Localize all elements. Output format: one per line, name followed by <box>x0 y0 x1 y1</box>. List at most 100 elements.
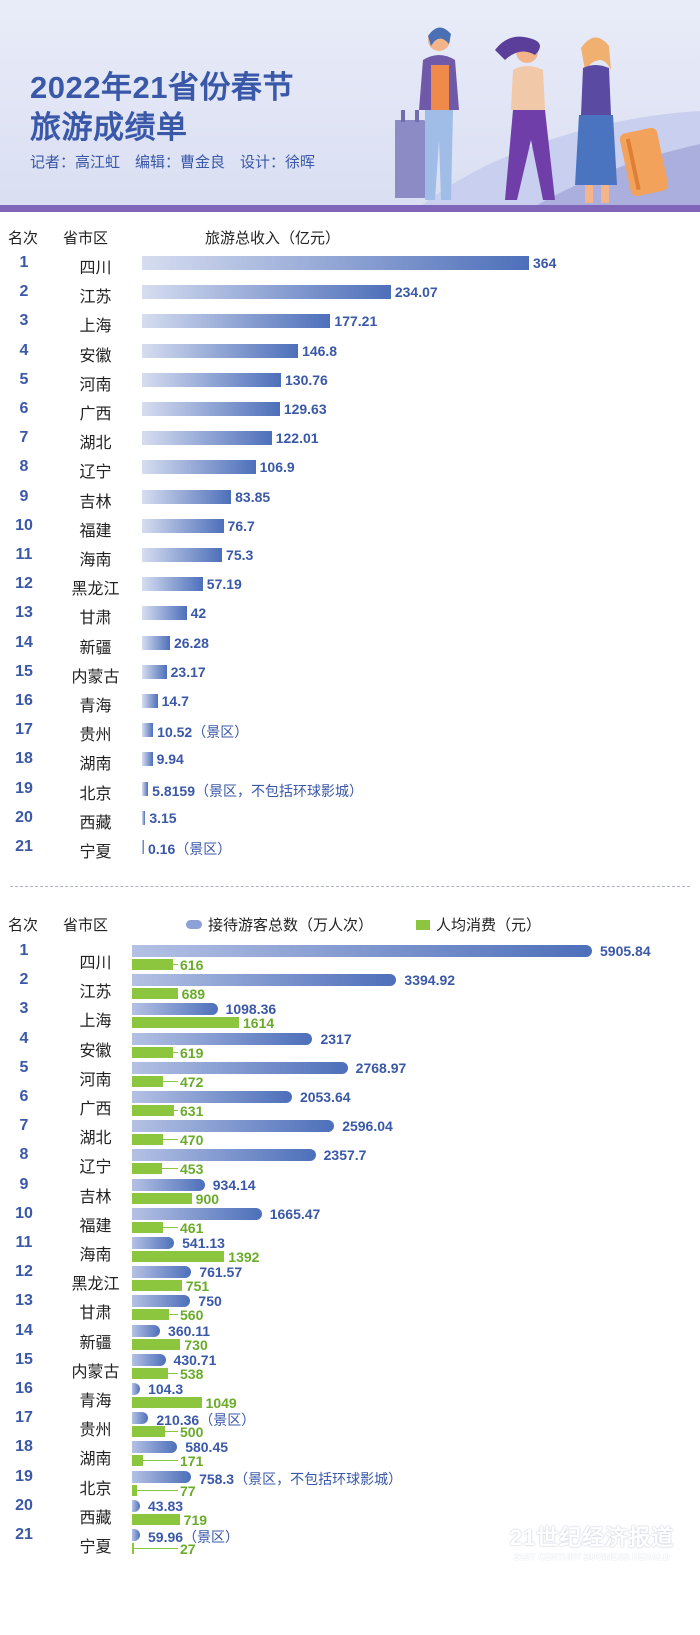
income-value-label: 122.01 <box>276 430 319 446</box>
rank-number: 9 <box>19 487 29 505</box>
rank-number: 6 <box>19 1088 29 1105</box>
spending-value: 27 <box>180 1541 196 1557</box>
visitors-value: 541.13 <box>182 1235 225 1251</box>
visitors-value-label: 934.14 <box>213 1177 256 1193</box>
rank-number: 20 <box>15 808 33 826</box>
rank-number: 1 <box>19 254 29 271</box>
income-bar <box>142 606 187 621</box>
spending-bar <box>132 1543 134 1554</box>
watermark-line2: 21ST CENTURY BUSINESS HERALD <box>514 1552 670 1562</box>
income-value-label: 76.7 <box>228 518 255 534</box>
income-bar <box>142 343 299 358</box>
income-value-label: 106.9 <box>260 459 295 475</box>
rank-number: 3 <box>19 312 29 330</box>
visitors-bar <box>132 1266 192 1279</box>
visitors-note: （景区） <box>183 1529 240 1545</box>
spending-value: 1392 <box>228 1249 260 1265</box>
rank-number: 18 <box>15 750 33 768</box>
rank-number: 11 <box>15 1234 33 1251</box>
visitors-value: 761.57 <box>199 1264 243 1281</box>
legend-spending: 人均消费（元） <box>416 914 541 935</box>
visitors-bar <box>132 1353 166 1366</box>
income-value: 106.9 <box>259 459 295 476</box>
income-value: 57.19 <box>206 576 242 593</box>
income-value: 234.07 <box>394 284 438 301</box>
visitors-value-label: 2596.04 <box>342 1118 393 1134</box>
income-bar <box>142 402 280 416</box>
visitors-bar <box>132 1120 335 1133</box>
visitors-note: （景区，不包括环球影城） <box>234 1470 403 1487</box>
legend-visitors: 接待游客总数（万人次） <box>186 914 373 935</box>
province-label: 江苏 <box>79 289 112 307</box>
rank-number: 1 <box>19 942 29 959</box>
income-value: 3.15 <box>149 809 177 826</box>
visitors-bar <box>132 1441 178 1454</box>
income-value: 0.16 <box>148 841 176 857</box>
visitors-value: 1098.36 <box>225 1001 277 1018</box>
province-label: 上海 <box>79 318 112 336</box>
province-header-2: 省市区 <box>63 917 109 934</box>
province-label: 福建 <box>79 1217 112 1235</box>
province-label: 西藏 <box>79 1509 112 1527</box>
visitors-bar <box>132 1529 140 1541</box>
province-label: 青海 <box>79 1393 112 1410</box>
province-label: 四川 <box>79 955 112 972</box>
province-label: 安徽 <box>79 347 112 365</box>
province-label: 贵州 <box>79 1422 112 1440</box>
income-value: 5.8159 <box>152 782 195 799</box>
visitors-value: 59.96 <box>148 1529 184 1545</box>
province-label: 宁夏 <box>79 1539 112 1556</box>
visitors-value-label: 2768.97 <box>356 1060 407 1076</box>
visitors-bar <box>132 1207 262 1220</box>
province-label: 内蒙古 <box>71 668 120 686</box>
province-label: 海南 <box>79 1247 112 1264</box>
travelers-illustration <box>395 27 669 203</box>
spending-value: 1049 <box>205 1395 237 1411</box>
province-label: 广西 <box>79 406 112 423</box>
visitors-bar <box>132 1499 140 1512</box>
visitors-bar <box>132 1324 161 1337</box>
rank-number: 19 <box>15 1467 33 1485</box>
income-bar <box>142 285 391 300</box>
spending-leader-line <box>143 1460 178 1462</box>
spending-bar <box>132 1484 138 1496</box>
rank-number: 5 <box>19 370 29 388</box>
province-label: 西藏 <box>79 814 112 832</box>
income-value: 23.17 <box>170 663 206 680</box>
visitors-value: 2357.7 <box>323 1147 367 1164</box>
rank-number: 6 <box>19 400 29 417</box>
province-label: 湖南 <box>79 756 112 774</box>
visitors-bar <box>132 1412 149 1425</box>
spending-bar <box>132 1397 202 1408</box>
income-note: （景区，不包括环球影城） <box>195 782 363 799</box>
rank-number: 13 <box>15 1292 33 1310</box>
visitors-value: 43.83 <box>148 1497 184 1514</box>
spending-value: 470 <box>180 1132 204 1149</box>
spending-leader-line <box>167 1372 178 1374</box>
income-value: 26.28 <box>173 634 209 651</box>
visitors-bar <box>132 1237 175 1249</box>
province-label: 安徽 <box>79 1042 112 1060</box>
visitors-value: 2768.97 <box>355 1059 407 1076</box>
visitors-value: 2317 <box>320 1030 352 1047</box>
rank-number: 5 <box>19 1058 29 1076</box>
spending-value: 689 <box>181 986 206 1003</box>
income-value-label: 83.85 <box>235 489 270 505</box>
spending-leader-line <box>162 1226 178 1228</box>
visitors-value: 360.11 <box>168 1322 211 1339</box>
income-bar <box>142 372 282 387</box>
income-value-label: 10.52（景区） <box>157 722 248 742</box>
rank-number: 7 <box>19 429 29 447</box>
visitors-value: 5905.84 <box>600 943 651 959</box>
spending-bar <box>132 1280 182 1292</box>
visitors-bar <box>132 974 397 987</box>
province-label: 甘肃 <box>79 1305 112 1323</box>
visitors-bar <box>132 1149 316 1162</box>
visitors-value: 104.3 <box>148 1381 184 1397</box>
page-title: 2022年21省份春节 旅游成绩单 <box>30 70 294 145</box>
section-divider <box>10 886 690 887</box>
spending-value: 500 <box>180 1424 204 1441</box>
province-label: 甘肃 <box>79 610 112 628</box>
visitors-value: 758.3 <box>199 1470 235 1487</box>
spending-bar <box>132 988 178 1000</box>
